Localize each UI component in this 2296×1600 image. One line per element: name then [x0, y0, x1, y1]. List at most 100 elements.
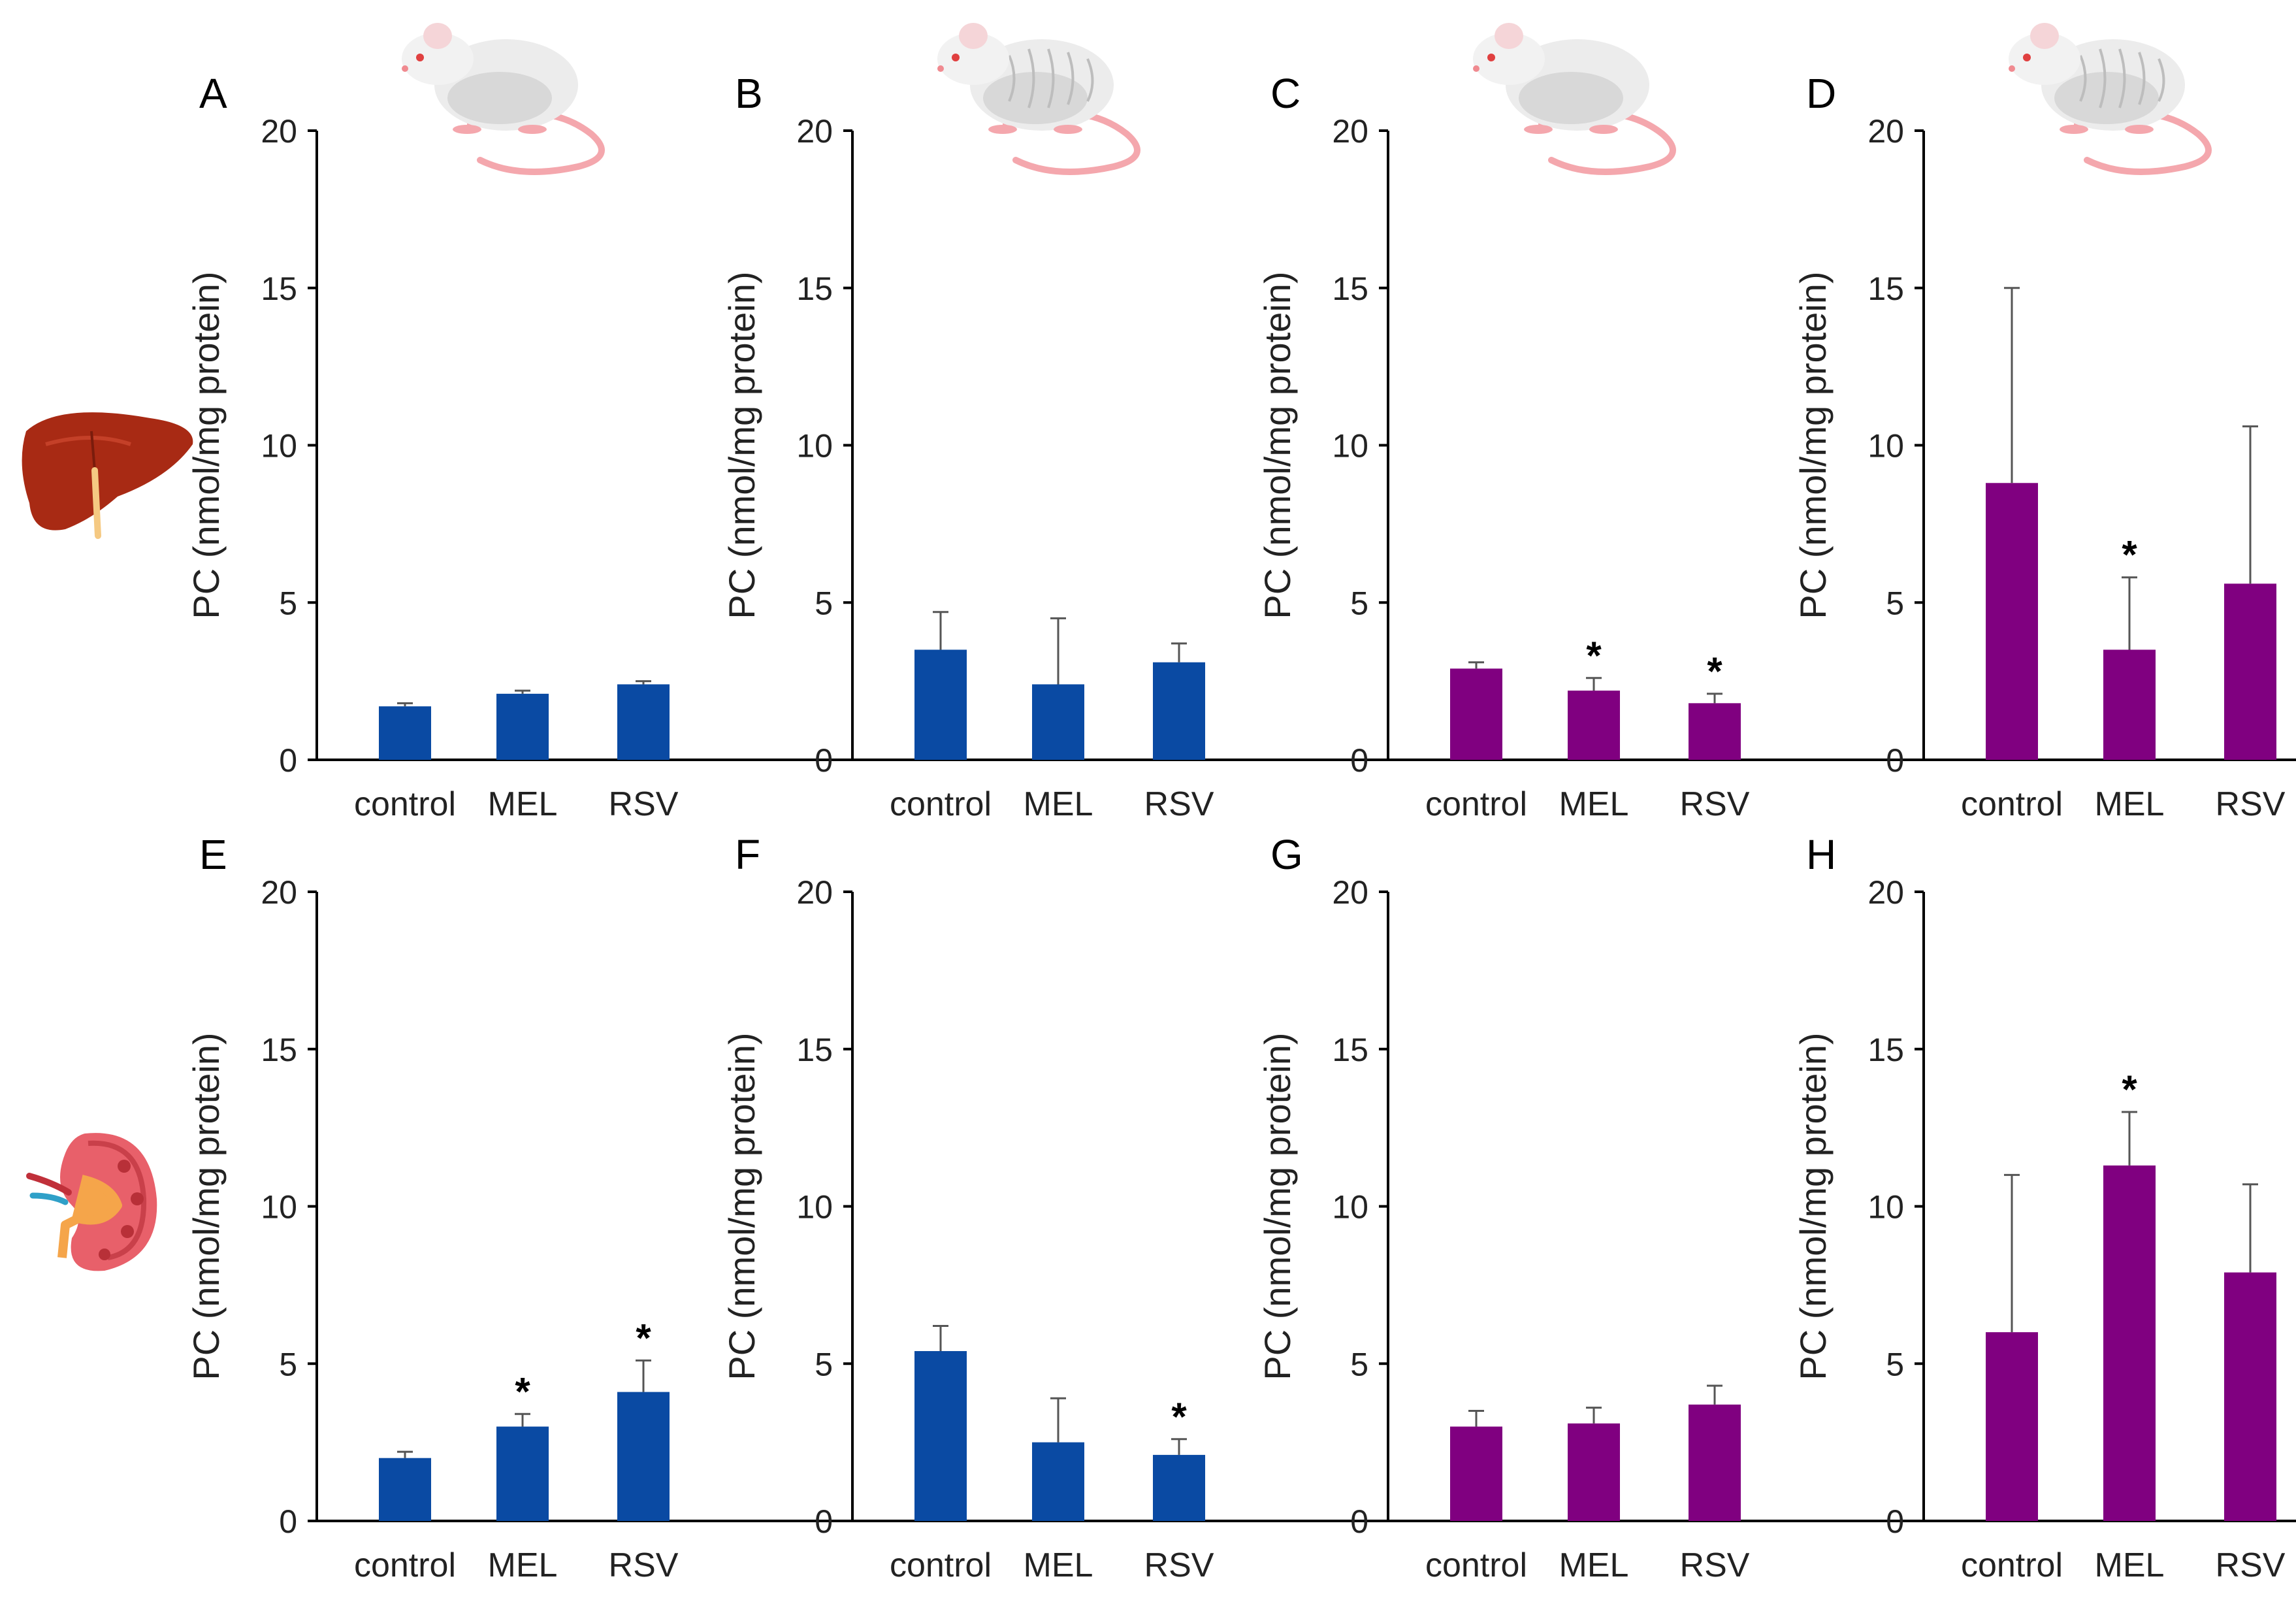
x-tick-label: RSV	[609, 1546, 679, 1584]
bar-rsv	[617, 1392, 670, 1521]
y-tick-label: 20	[796, 874, 833, 911]
x-tick-label: control	[1425, 1546, 1527, 1584]
panel-label: B	[735, 70, 763, 117]
x-tick-label: control	[1425, 785, 1527, 823]
y-tick-label: 10	[1332, 1189, 1368, 1226]
x-tick-label: RSV	[1144, 1546, 1214, 1584]
y-tick-label: 20	[1868, 874, 1904, 911]
y-tick-label: 0	[1350, 1503, 1368, 1540]
bar-mel	[2103, 1165, 2156, 1521]
significance-marker: *	[2122, 533, 2137, 577]
x-tick-label: RSV	[609, 785, 679, 823]
x-tick-label: control	[890, 1546, 992, 1584]
bar-rsv	[1153, 1454, 1205, 1521]
panel-e: E PC (nmol/mg protein) 0 5 10 15 20 control ME…	[186, 831, 865, 1584]
y-axis-label: PC (nmol/mg protein)	[1257, 1032, 1298, 1380]
bar-mel	[1032, 684, 1084, 760]
x-tick-label: RSV	[1680, 785, 1750, 823]
x-tick-label: RSV	[2216, 1546, 2286, 1584]
y-tick-label: 15	[1868, 270, 1904, 307]
x-tick-label: RSV	[1680, 1546, 1750, 1584]
y-axis-label: PC (nmol/mg protein)	[721, 1032, 762, 1380]
y-tick-label: 20	[261, 874, 297, 911]
significance-marker: *	[1171, 1395, 1187, 1439]
y-tick-label: 15	[261, 1032, 297, 1068]
panel-h: H PC (nmol/mg protein) 0 5 10 15 20 control ME…	[1792, 831, 2296, 1584]
bar-mel	[1568, 1423, 1620, 1521]
bar-mel	[496, 693, 549, 760]
y-tick-label: 15	[1868, 1032, 1904, 1068]
y-tick-label: 5	[279, 1346, 297, 1382]
y-axis-label: PC (nmol/mg protein)	[1257, 271, 1298, 619]
bar-control	[1450, 1426, 1502, 1521]
bar-rsv	[1153, 662, 1205, 760]
old-rat-icon	[937, 23, 1137, 172]
y-tick-label: 15	[1332, 1032, 1368, 1068]
young-rat-icon	[402, 23, 602, 172]
bar-mel	[496, 1426, 549, 1521]
bar-mel	[1032, 1442, 1084, 1521]
y-axis-label: PC (nmol/mg protein)	[721, 271, 762, 619]
bar-control	[379, 1458, 431, 1521]
x-tick-label: MEL	[1559, 785, 1629, 823]
x-tick-label: MEL	[488, 1546, 558, 1584]
panel-b: B PC (nmol/mg protein) 0 5 10 15 20 control ME…	[721, 23, 1401, 823]
bar-control	[1986, 1332, 2038, 1521]
bar-rsv	[617, 684, 670, 760]
y-tick-label: 20	[796, 113, 833, 150]
significance-marker: *	[1586, 634, 1602, 678]
y-tick-label: 5	[1886, 1346, 1904, 1382]
y-tick-label: 15	[796, 270, 833, 307]
panel-f: F PC (nmol/mg protein) 0 5 10 15 20 control ME…	[721, 831, 1401, 1584]
panel-label: D	[1806, 70, 1836, 117]
bar-rsv	[2224, 583, 2276, 760]
y-tick-label: 0	[1886, 742, 1904, 779]
panel-a: A PC (nmol/mg protein) 0 5 10 15 20 control ME…	[186, 23, 865, 823]
y-tick-label: 20	[1332, 874, 1368, 911]
x-tick-label: MEL	[2095, 1546, 2165, 1584]
y-tick-label: 5	[815, 585, 833, 621]
y-axis-label: PC (nmol/mg protein)	[186, 271, 227, 619]
y-tick-label: 10	[1868, 1189, 1904, 1226]
y-tick-label: 10	[796, 1189, 833, 1226]
y-tick-label: 15	[261, 270, 297, 307]
significance-marker: *	[1707, 649, 1722, 693]
old-rat-icon	[2009, 23, 2208, 172]
panel-label: G	[1270, 831, 1303, 878]
y-axis-label: PC (nmol/mg protein)	[186, 1032, 227, 1380]
x-tick-label: MEL	[2095, 785, 2165, 823]
panel-label: C	[1270, 70, 1301, 117]
x-tick-label: RSV	[1144, 785, 1214, 823]
panel-c: C PC (nmol/mg protein) 0 5 10 15 20 control ME…	[1257, 23, 1937, 823]
bar-rsv	[1689, 703, 1741, 760]
bar-control	[914, 1350, 967, 1521]
y-tick-label: 5	[1886, 585, 1904, 621]
x-tick-label: control	[354, 1546, 456, 1584]
panel-label: F	[735, 831, 760, 878]
bar-control	[1986, 483, 2038, 760]
x-tick-label: control	[1961, 785, 2063, 823]
panel-label: A	[199, 70, 227, 117]
y-tick-label: 0	[815, 1503, 833, 1540]
x-tick-label: control	[890, 785, 992, 823]
y-tick-label: 0	[815, 742, 833, 779]
y-tick-label: 10	[261, 428, 297, 465]
significance-marker: *	[515, 1369, 530, 1413]
significance-marker: *	[636, 1316, 651, 1360]
bar-control	[1450, 668, 1502, 760]
x-tick-label: MEL	[1024, 1546, 1093, 1584]
bar-control	[379, 706, 431, 760]
y-tick-label: 0	[279, 742, 297, 779]
liver-icon	[22, 412, 193, 539]
bar-mel	[2103, 649, 2156, 760]
y-tick-label: 15	[796, 1032, 833, 1068]
young-rat-icon	[1473, 23, 1673, 172]
panel-label: H	[1806, 831, 1836, 878]
y-tick-label: 0	[1350, 742, 1368, 779]
kidney-icon	[26, 1133, 157, 1271]
y-tick-label: 20	[261, 113, 297, 150]
y-tick-label: 10	[1868, 428, 1904, 465]
y-tick-label: 5	[1350, 585, 1368, 621]
bar-rsv	[2224, 1272, 2276, 1521]
significance-marker: *	[2122, 1068, 2137, 1111]
